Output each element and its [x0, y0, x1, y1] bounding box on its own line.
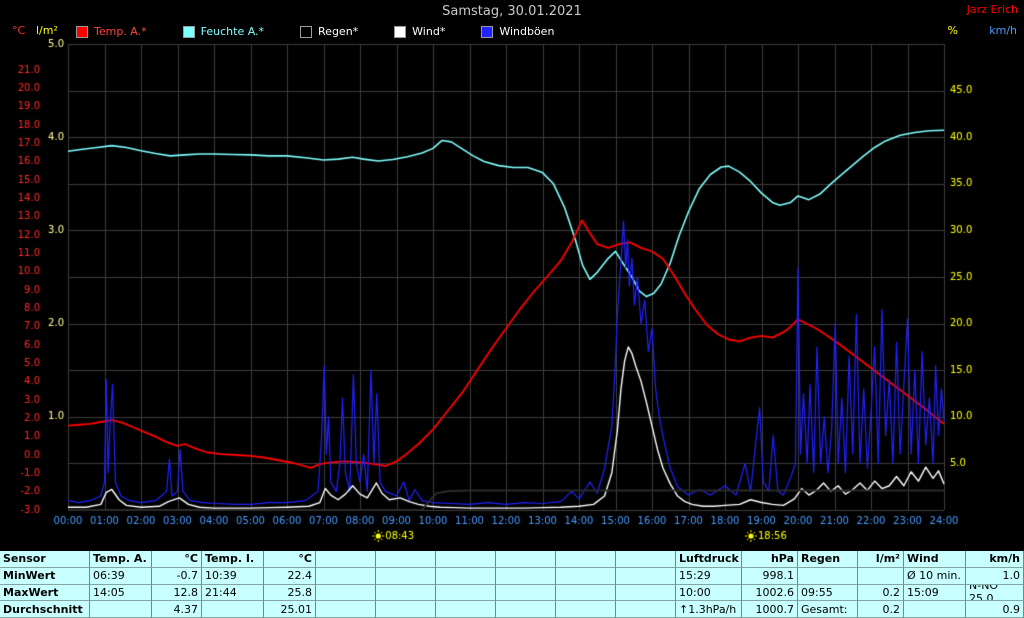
rain-unit-label: l/m² [36, 24, 58, 37]
legend-label: Feuchte A.* [200, 25, 265, 38]
table-cell: 06:39 [90, 567, 152, 585]
table-cell [436, 601, 496, 618]
date-title: Samstag, 30.01.2021 [442, 4, 582, 19]
legend-label: Wind* [412, 25, 446, 38]
chart-panel: Samstag, 30.01.2021 Jarz Erich °C l/m² %… [0, 0, 1024, 549]
table-header-cell: Temp. I. [202, 551, 264, 568]
table-header-cell: Wind [904, 551, 966, 568]
table-cell [616, 601, 676, 618]
table-header-cell: °C [152, 551, 202, 568]
legend-item-3: Wind* [394, 25, 445, 38]
table-cell: ↑1.3hPa/h [676, 601, 742, 618]
table-cell: 0.2 [858, 601, 904, 618]
table-header-cell: Regen [798, 551, 858, 568]
legend-label: Windböen [499, 25, 555, 38]
table-cell: 22.4 [264, 567, 316, 585]
table-header-cell: Temp. A. [90, 551, 152, 568]
table-cell [904, 601, 966, 618]
table-cell [496, 567, 556, 585]
table-cell: 10:00 [676, 584, 742, 602]
table-cell [376, 601, 436, 618]
legend-item-1: Feuchte A.* [182, 25, 265, 38]
legend-swatch [481, 25, 494, 38]
speed-unit-label: km/h [989, 24, 1017, 37]
legend-label: Regen* [318, 25, 359, 38]
table-header-cell [436, 551, 496, 568]
weather-chart-canvas [0, 0, 1024, 549]
table-cell [436, 584, 496, 602]
legend-swatch [182, 25, 195, 38]
table-header-cell: Luftdruck [676, 551, 742, 568]
temp-unit-label: °C [12, 24, 26, 37]
table-cell: 1.0 [966, 567, 1024, 585]
table-cell: Ø 10 min. [904, 567, 966, 585]
legend-item-0: Temp. A.* [76, 25, 147, 38]
table-cell [496, 584, 556, 602]
table-header-cell [316, 551, 376, 568]
legend-item-2: Regen* [300, 25, 358, 38]
table-header-cell [616, 551, 676, 568]
table-cell [376, 584, 436, 602]
table-cell: 4.37 [152, 601, 202, 618]
table-cell: 0.9 [966, 601, 1024, 618]
table-cell [556, 567, 616, 585]
table-cell [858, 567, 904, 585]
table-header-cell: hPa [742, 551, 798, 568]
table-cell: 09:55 [798, 584, 858, 602]
table-header-cell: l/m² [858, 551, 904, 568]
legend-swatch [394, 25, 407, 38]
table-cell [496, 601, 556, 618]
table-cell [556, 584, 616, 602]
legend-item-4: Windböen [481, 25, 554, 38]
table-cell: 1000.7 [742, 601, 798, 618]
legend: Temp. A.* Feuchte A.* Regen* Wind* Windböen [76, 25, 554, 38]
station-name: Jarz Erich [966, 3, 1018, 16]
table-cell: 998.1 [742, 567, 798, 585]
table-cell [436, 567, 496, 585]
percent-unit-label: % [947, 24, 958, 37]
table-cell: N-NO 25.0 [966, 584, 1024, 602]
table-header-cell [376, 551, 436, 568]
table-cell: 1002.6 [742, 584, 798, 602]
table-cell: 15:09 [904, 584, 966, 602]
legend-label: Temp. A.* [94, 25, 147, 38]
table-cell: 14:05 [90, 584, 152, 602]
table-header-cell: Sensor [0, 551, 90, 568]
table-cell [798, 567, 858, 585]
table-cell: 10:39 [202, 567, 264, 585]
table-cell [616, 584, 676, 602]
table-header-cell [496, 551, 556, 568]
table-cell: 12.8 [152, 584, 202, 602]
table-cell [376, 567, 436, 585]
table-header-cell: °C [264, 551, 316, 568]
legend-swatch [76, 25, 88, 38]
table-cell [316, 567, 376, 585]
table-cell: -0.7 [152, 567, 202, 585]
table-cell [556, 601, 616, 618]
table-header-cell: km/h [966, 551, 1024, 568]
table-cell [616, 567, 676, 585]
table-cell: 21:44 [202, 584, 264, 602]
table-cell [202, 601, 264, 618]
table-header-cell [556, 551, 616, 568]
table-cell: 25.8 [264, 584, 316, 602]
table-cell: Gesamt: [798, 601, 858, 618]
table-cell: 25.01 [264, 601, 316, 618]
table-cell [316, 584, 376, 602]
table-cell: 15:29 [676, 567, 742, 585]
table-cell: MinWert [0, 567, 90, 585]
table-cell [90, 601, 152, 618]
legend-swatch [300, 25, 313, 38]
table-cell: Durchschnitt [0, 601, 90, 618]
table-cell: 0.2 [858, 584, 904, 602]
table-cell: MaxWert [0, 584, 90, 602]
table-cell [316, 601, 376, 618]
sensor-table: Sensor Temp. A. °C Temp. I. °C Luftdruck hPa Re… [0, 549, 1024, 618]
